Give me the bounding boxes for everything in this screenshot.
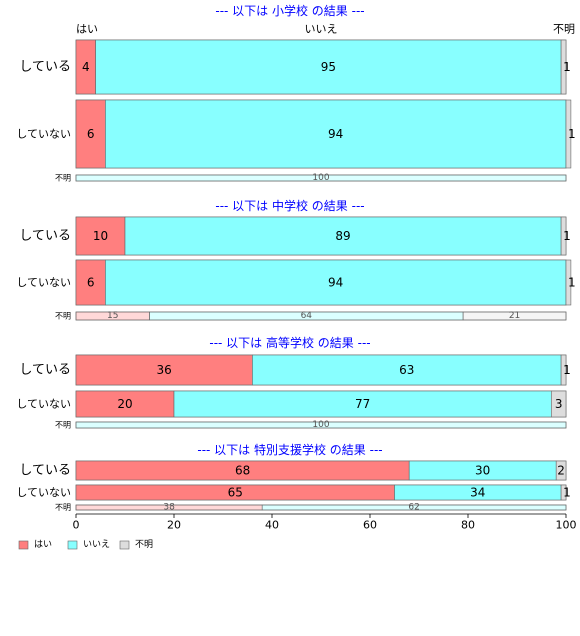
data-label-yes-p4-r3: 38 xyxy=(163,503,175,513)
data-label-no-p4-r2: 34 xyxy=(470,486,485,500)
bar-segment-yes-p1-r2 xyxy=(75,99,106,169)
data-label-unknown-p2-r1: 1 xyxy=(563,229,571,243)
bar-segment-no-p1-r2 xyxy=(105,99,567,169)
data-label-unknown-p3-r1: 1 xyxy=(563,363,571,377)
data-label-unknown-p4-r1: 2 xyxy=(557,464,565,478)
data-label-unknown-p2-r3: 21 xyxy=(509,311,520,321)
bar-segment-no-p2-r1 xyxy=(124,216,562,256)
data-label-no-p2-r2: 94 xyxy=(328,276,343,290)
bar-segment-yes-p2-r1 xyxy=(75,216,126,256)
x-tick-label-20: 20 xyxy=(167,519,181,532)
data-label-unknown-p2-r2: 1 xyxy=(568,276,576,290)
bar-segment-no-p2-r2 xyxy=(105,259,567,306)
bar-segment-no-p3-r1 xyxy=(252,354,562,386)
legend-swatch-yes xyxy=(18,540,29,550)
row-label-p4-r3: 不明 xyxy=(55,503,71,512)
bar-segment-no-p4-r3 xyxy=(261,504,567,511)
row-label-p4-r2: していない xyxy=(16,486,71,499)
data-label-no-p2-r3: 64 xyxy=(301,311,313,321)
data-label-yes-p3-r1: 36 xyxy=(157,363,172,377)
data-label-no-p1-r1: 95 xyxy=(321,60,336,74)
x-tick-label-100: 100 xyxy=(556,519,577,532)
row-label-p3-r3: 不明 xyxy=(55,421,71,430)
legend-label-no: いいえ xyxy=(83,539,110,550)
data-label-yes-p2-r1: 10 xyxy=(93,229,108,243)
data-label-yes-p4-r1: 68 xyxy=(235,464,250,478)
row-label-p3-r2: していない xyxy=(16,398,71,411)
row-label-p1-r3: 不明 xyxy=(55,174,71,183)
bar-segment-unknown-p2-r1 xyxy=(560,216,567,256)
row-label-p2-r2: していない xyxy=(16,276,71,289)
panel-title-2: --- 以下は 中学校 の結果 --- xyxy=(215,198,364,213)
data-label-no-p2-r1: 89 xyxy=(335,229,350,243)
bar-segment-unknown-p4-r2 xyxy=(560,484,567,501)
top-label-yes: はい xyxy=(76,23,98,36)
x-tick-label-0: 0 xyxy=(73,519,80,532)
top-label-no: いいえ xyxy=(305,23,338,36)
bar-segment-unknown-p1-r2 xyxy=(565,99,572,169)
row-label-p4-r1: している xyxy=(19,463,71,478)
data-label-yes-p3-r2: 20 xyxy=(117,397,132,411)
bar-segment-yes-p2-r2 xyxy=(75,259,106,306)
data-label-no-p4-r1: 30 xyxy=(475,464,490,478)
legend-label-yes: はい xyxy=(34,539,52,550)
row-label-p1-r2: していない xyxy=(16,128,71,141)
data-label-yes-p2-r2: 6 xyxy=(87,276,95,290)
data-label-yes-p1-r1: 4 xyxy=(82,60,90,74)
bar-segment-unknown-p2-r2 xyxy=(565,259,572,306)
bar-segment-unknown-p2-r3 xyxy=(462,311,567,321)
row-label-p2-r3: 不明 xyxy=(55,312,71,321)
panel-title-3: --- 以下は 高等学校 の結果 --- xyxy=(209,335,370,350)
bar-segment-no-p3-r2 xyxy=(173,390,552,418)
data-label-no-p1-r2: 94 xyxy=(328,127,343,141)
top-label-unknown: 不明 xyxy=(553,23,575,36)
legend-swatch-unknown xyxy=(119,540,130,550)
data-label-unknown-p1-r1: 1 xyxy=(563,60,571,74)
data-label-no-p3-r1: 63 xyxy=(399,363,414,377)
panel-title-1: --- 以下は 小学校 の結果 --- xyxy=(215,3,364,18)
bar-segment-yes-p3-r2 xyxy=(75,390,175,418)
x-tick-label-60: 60 xyxy=(363,519,377,532)
data-label-yes-p4-r2: 65 xyxy=(228,486,243,500)
bar-segment-no-p3-r3 xyxy=(75,421,567,429)
row-label-p1-r1: している xyxy=(19,60,71,75)
data-label-no-p3-r2: 77 xyxy=(355,397,370,411)
bar-segment-unknown-p3-r1 xyxy=(560,354,567,386)
legend-label-unknown: 不明 xyxy=(135,539,153,550)
bar-segment-unknown-p4-r1 xyxy=(555,460,567,481)
data-label-no-p4-r3: 62 xyxy=(408,503,419,513)
legend-swatch-no xyxy=(67,540,78,550)
bar-segment-unknown-p1-r1 xyxy=(560,39,567,95)
x-tick-label-80: 80 xyxy=(461,519,475,532)
data-label-yes-p1-r2: 6 xyxy=(87,127,95,141)
bar-segment-unknown-p3-r2 xyxy=(550,390,567,418)
data-label-unknown-p1-r2: 1 xyxy=(568,127,576,141)
bar-segment-no-p1-r3 xyxy=(75,174,567,182)
data-label-yes-p2-r3: 15 xyxy=(107,311,118,321)
bar-segment-yes-p3-r1 xyxy=(75,354,253,386)
row-label-p2-r1: している xyxy=(19,229,71,244)
x-tick-label-40: 40 xyxy=(265,519,279,532)
data-label-no-p3-r3: 100 xyxy=(312,420,329,430)
data-label-no-p1-r3: 100 xyxy=(312,173,329,183)
row-label-p3-r1: している xyxy=(19,363,71,378)
bar-segment-no-p1-r1 xyxy=(95,39,562,95)
panel-title-4: --- 以下は 特別支援学校 の結果 --- xyxy=(197,442,382,457)
data-label-unknown-p4-r2: 1 xyxy=(563,486,571,500)
data-label-unknown-p3-r2: 3 xyxy=(555,397,563,411)
